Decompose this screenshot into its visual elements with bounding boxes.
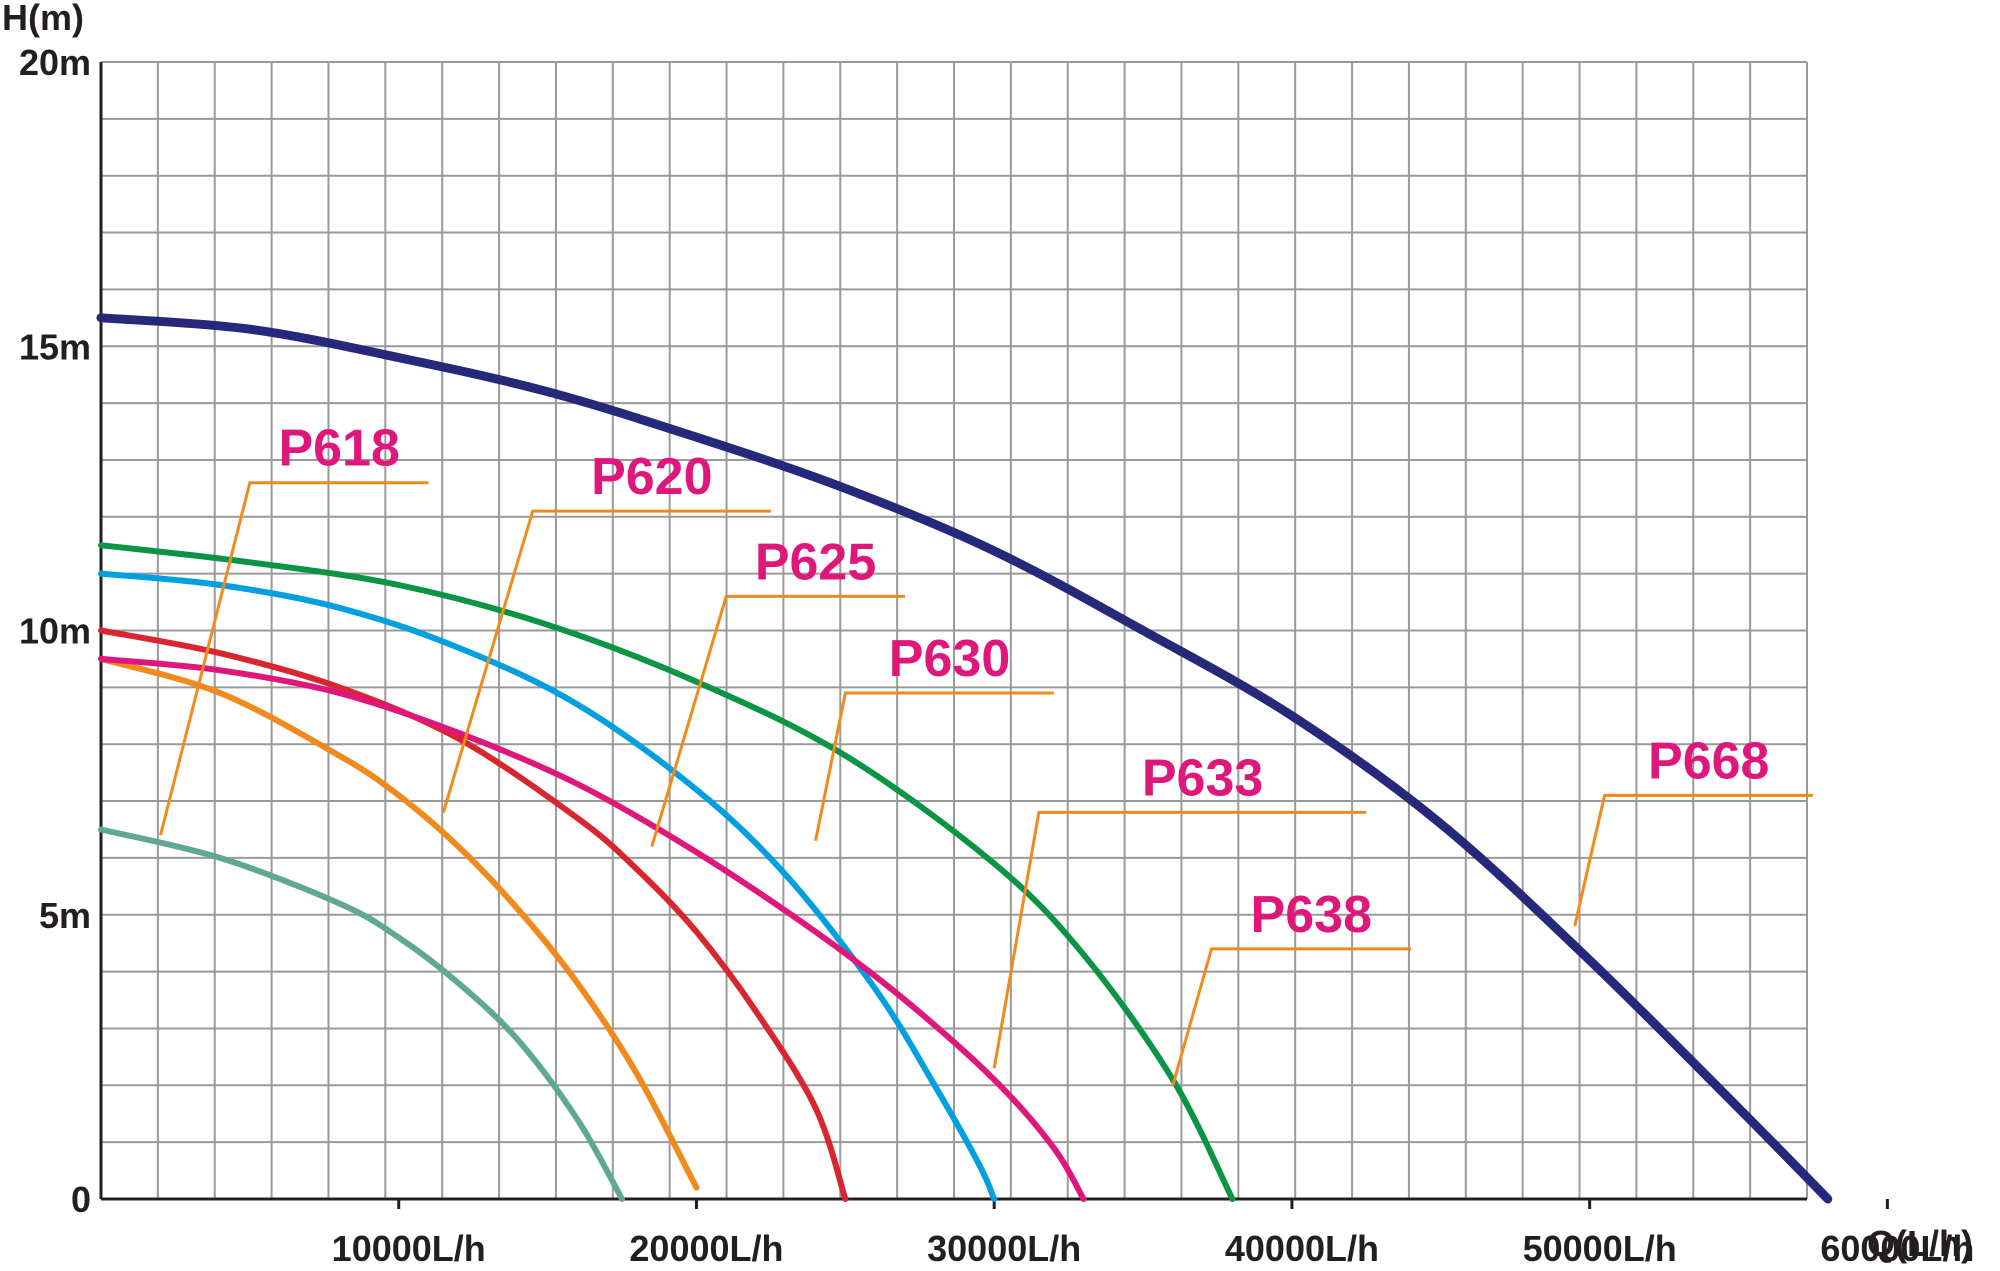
leader-p618 — [159, 481, 429, 836]
y-tick-label: 15m — [19, 326, 91, 367]
curve-p630 — [98, 570, 998, 1202]
leader-p620 — [441, 509, 771, 813]
leader-p625 — [650, 594, 905, 847]
grid — [99, 61, 1808, 1201]
curve-p625 — [98, 627, 849, 1202]
x-tick-label: 40000L/h — [1225, 1228, 1379, 1269]
y-tick-label: 5m — [39, 895, 91, 936]
callout-leaders — [159, 481, 1813, 1086]
x-tick-label: 50000L/h — [1523, 1228, 1677, 1269]
leader-p638 — [1171, 947, 1412, 1086]
label-p668: P668 — [1648, 732, 1769, 790]
label-p638: P638 — [1251, 886, 1372, 944]
leader-p633 — [992, 810, 1367, 1069]
curve-p633 — [98, 655, 1087, 1202]
y-tick-label: 10m — [19, 611, 91, 652]
x-axis-label: Q(L/h) — [1867, 1223, 1973, 1264]
leader-p668 — [1573, 793, 1813, 927]
curve-p620 — [98, 655, 700, 1191]
x-tick-label: 60000L/h — [1820, 1228, 1974, 1269]
x-tick-label: 20000L/h — [629, 1228, 783, 1269]
curve-p618 — [98, 826, 625, 1202]
y-tick-label: 20m — [19, 42, 91, 83]
performance-curves — [96, 313, 1833, 1204]
label-p620: P620 — [591, 448, 712, 506]
curve-p638 — [98, 542, 1236, 1202]
curve-p668 — [96, 313, 1833, 1204]
x-tick-label: 10000L/h — [332, 1228, 486, 1269]
y-axis-label: H(m) — [2, 0, 84, 38]
leader-p630 — [814, 691, 1054, 842]
y-tick-label: 0 — [71, 1179, 91, 1220]
label-p618: P618 — [278, 420, 399, 478]
axis-ticks: 10000L/h 20000L/h 30000L/h 40000L/h 50000L/h… — [19, 42, 1974, 1269]
label-p625: P625 — [755, 533, 876, 591]
x-tick-label: 30000L/h — [927, 1228, 1081, 1269]
label-p630: P630 — [889, 630, 1010, 688]
label-p633: P633 — [1142, 749, 1263, 807]
